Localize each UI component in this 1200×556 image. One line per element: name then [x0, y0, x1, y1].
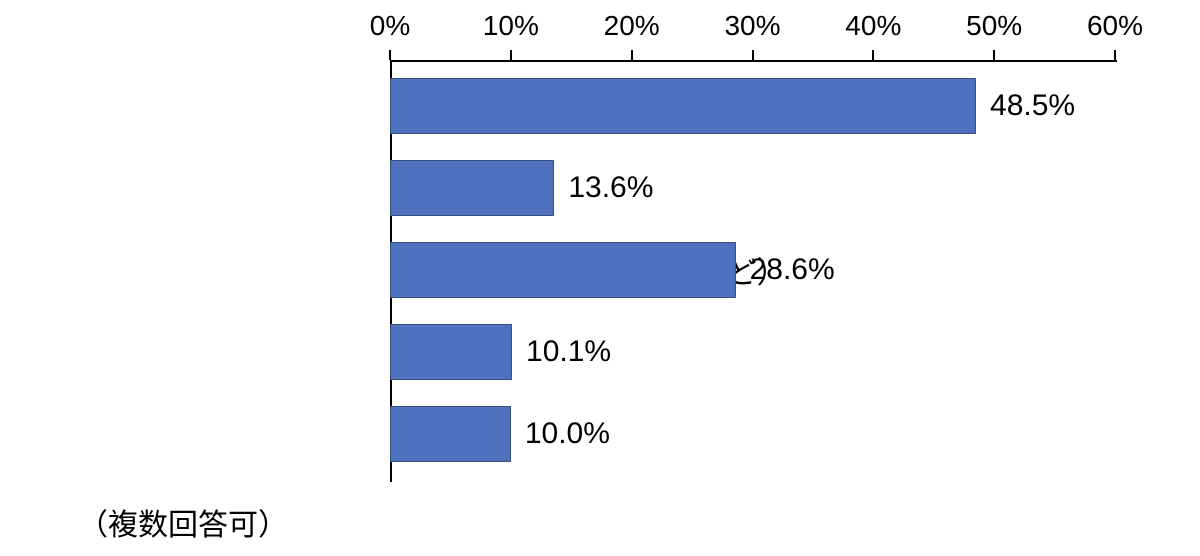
value-label: 28.6%	[750, 253, 835, 287]
x-tick-mark	[1114, 50, 1116, 60]
x-tick-label: 20%	[604, 10, 660, 42]
x-tick-mark	[631, 50, 633, 60]
bar	[390, 160, 554, 216]
x-tick-label: 10%	[483, 10, 539, 42]
x-tick-mark	[872, 50, 874, 60]
x-tick-label: 0%	[370, 10, 410, 42]
bar	[390, 324, 512, 380]
x-tick-mark	[389, 50, 391, 60]
bar	[390, 242, 736, 298]
value-label: 13.6%	[568, 171, 653, 205]
x-tick-mark	[752, 50, 754, 60]
footnote: （複数回答可）	[78, 500, 288, 544]
x-tick-label: 40%	[845, 10, 901, 42]
bar	[390, 78, 976, 134]
value-label: 10.1%	[526, 335, 611, 369]
bar	[390, 406, 511, 462]
value-label: 48.5%	[990, 89, 1075, 123]
x-tick-label: 30%	[724, 10, 780, 42]
value-label: 10.0%	[525, 417, 610, 451]
x-tick-label: 60%	[1087, 10, 1143, 42]
x-tick-label: 50%	[966, 10, 1022, 42]
x-tick-mark	[993, 50, 995, 60]
x-tick-mark	[510, 50, 512, 60]
